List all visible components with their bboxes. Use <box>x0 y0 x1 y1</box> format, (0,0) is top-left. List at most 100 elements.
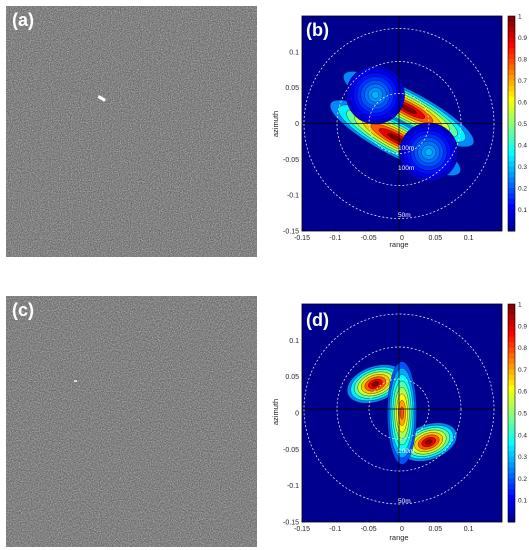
panel-label-c: (c) <box>12 300 34 320</box>
x-tick-label: -0.1 <box>329 235 341 242</box>
colorbar-swatch <box>508 407 515 414</box>
x-tick-label: 0.05 <box>429 235 443 242</box>
colorbar-swatch <box>508 489 515 496</box>
x-tick-label: 0.1 <box>464 235 474 242</box>
colorbar-tick-label: 0.2 <box>518 186 527 193</box>
x-tick-label: -0.05 <box>361 526 377 533</box>
colorbar-swatch <box>508 209 515 216</box>
colorbar-swatch <box>508 171 515 178</box>
colorbar-tick-label: 1 <box>518 14 522 21</box>
x-axis-label: range <box>389 533 408 542</box>
colorbar-swatch <box>508 511 515 518</box>
y-tick-label: -0.15 <box>283 520 299 527</box>
colorbar-swatch <box>508 128 515 135</box>
colorbar-swatch <box>508 369 515 376</box>
colorbar-tick-label: 0.6 <box>518 100 527 107</box>
colorbar-swatch <box>508 48 515 55</box>
colorbar-swatch <box>508 53 515 60</box>
wavelength-ring <box>336 61 462 186</box>
colorbar-swatch <box>508 358 515 365</box>
colorbar-swatch <box>508 214 515 221</box>
colorbar-swatch <box>508 429 515 436</box>
sar-image-a: (a) <box>6 6 257 257</box>
colorbar-swatch <box>508 505 515 512</box>
wavelength-ring <box>303 313 495 505</box>
colorbar-frame <box>507 303 516 523</box>
y-tick-label: 0 <box>295 411 299 418</box>
ring-label: 100m <box>398 145 414 152</box>
colorbar-swatch <box>508 123 515 130</box>
y-tick-label: 0 <box>295 121 299 128</box>
colorbar-swatch <box>508 220 515 227</box>
colorbar-swatch <box>508 145 515 151</box>
x-tick-label: -0.1 <box>329 526 341 533</box>
colorbar-swatch <box>508 182 515 189</box>
y-tick-label: -0.15 <box>283 229 299 236</box>
ship-target <box>74 380 77 382</box>
ring-label: 100m <box>398 448 414 455</box>
contour-level <box>400 406 404 420</box>
y-tick-label: -0.1 <box>287 483 299 490</box>
colorbar-tick-label: 0.2 <box>518 476 527 483</box>
colorbar-tick-label: 0.7 <box>518 367 527 374</box>
colorbar-swatch <box>508 107 515 114</box>
colorbar-swatch <box>508 59 515 65</box>
x-tick-label: -0.05 <box>361 235 377 242</box>
x-tick-label: -0.15 <box>294 526 310 533</box>
colorbar-swatch <box>508 325 515 332</box>
colorbar-swatch <box>508 440 515 447</box>
colorbar-swatch <box>508 32 515 38</box>
panel-label-b: (b) <box>306 20 329 40</box>
colorbar-tick-label: 0.5 <box>518 411 527 418</box>
colorbar-swatch <box>508 467 515 474</box>
colorbar-swatch <box>508 418 515 425</box>
colorbar-swatch <box>508 198 515 205</box>
colorbar-swatch <box>508 478 515 485</box>
y-tick-label: -0.1 <box>287 193 299 200</box>
colorbar-tick-label: 0.8 <box>518 57 527 64</box>
colorbar-tick-label: 0.4 <box>518 143 527 150</box>
colorbar-swatch <box>508 456 515 463</box>
colorbar-tick-label: 0.8 <box>518 345 527 352</box>
ring-label: 50m <box>398 498 411 505</box>
colorbar-swatch <box>508 445 515 452</box>
colorbar-swatch <box>508 26 515 33</box>
colorbar-swatch <box>508 385 515 392</box>
contour-level <box>371 91 380 99</box>
x-ticks: -0.15 -0.1 -0.05 0 0.05 0.1 <box>294 228 474 242</box>
sar-image-c: (c) <box>6 296 257 547</box>
colorbar-swatch <box>508 102 515 108</box>
colorbar-tick-label: 0.1 <box>518 207 527 214</box>
contour-group <box>329 65 475 182</box>
colorbar-swatch <box>508 472 515 479</box>
colorbar-swatch <box>508 423 515 430</box>
colorbar-swatch <box>508 494 515 501</box>
colorbar-swatch <box>508 155 515 162</box>
colorbar-swatch <box>508 391 515 398</box>
sar-texture <box>6 6 257 257</box>
x-tick-label: 0 <box>400 235 404 242</box>
colorbar-swatch <box>508 161 515 167</box>
colorbar-swatch <box>508 304 515 310</box>
colorbar-swatch <box>508 413 515 419</box>
colorbar-swatch <box>508 193 515 200</box>
colorbar-swatch <box>508 112 515 119</box>
colorbar-swatch <box>508 462 515 468</box>
colorbar-swatch <box>508 139 515 146</box>
colorbar-swatch <box>508 91 515 98</box>
colorbar-swatch <box>508 402 515 409</box>
y-tick-label: -0.05 <box>283 157 299 164</box>
colorbar-swatch <box>508 118 515 124</box>
colorbar-swatch <box>508 320 515 327</box>
colorbar-swatch <box>508 96 515 103</box>
colorbar-swatch <box>508 64 515 71</box>
x-axis-label: range <box>389 240 408 249</box>
colorbar-swatch <box>508 363 515 370</box>
colorbar-swatch <box>508 225 515 232</box>
colorbar-swatch <box>508 21 515 28</box>
colorbar-swatch <box>508 69 515 76</box>
x-tick-label: 0.1 <box>464 526 474 533</box>
colorbar-swatch <box>508 374 515 381</box>
contour-level <box>424 439 433 445</box>
x-tick-label: -0.15 <box>294 235 310 242</box>
